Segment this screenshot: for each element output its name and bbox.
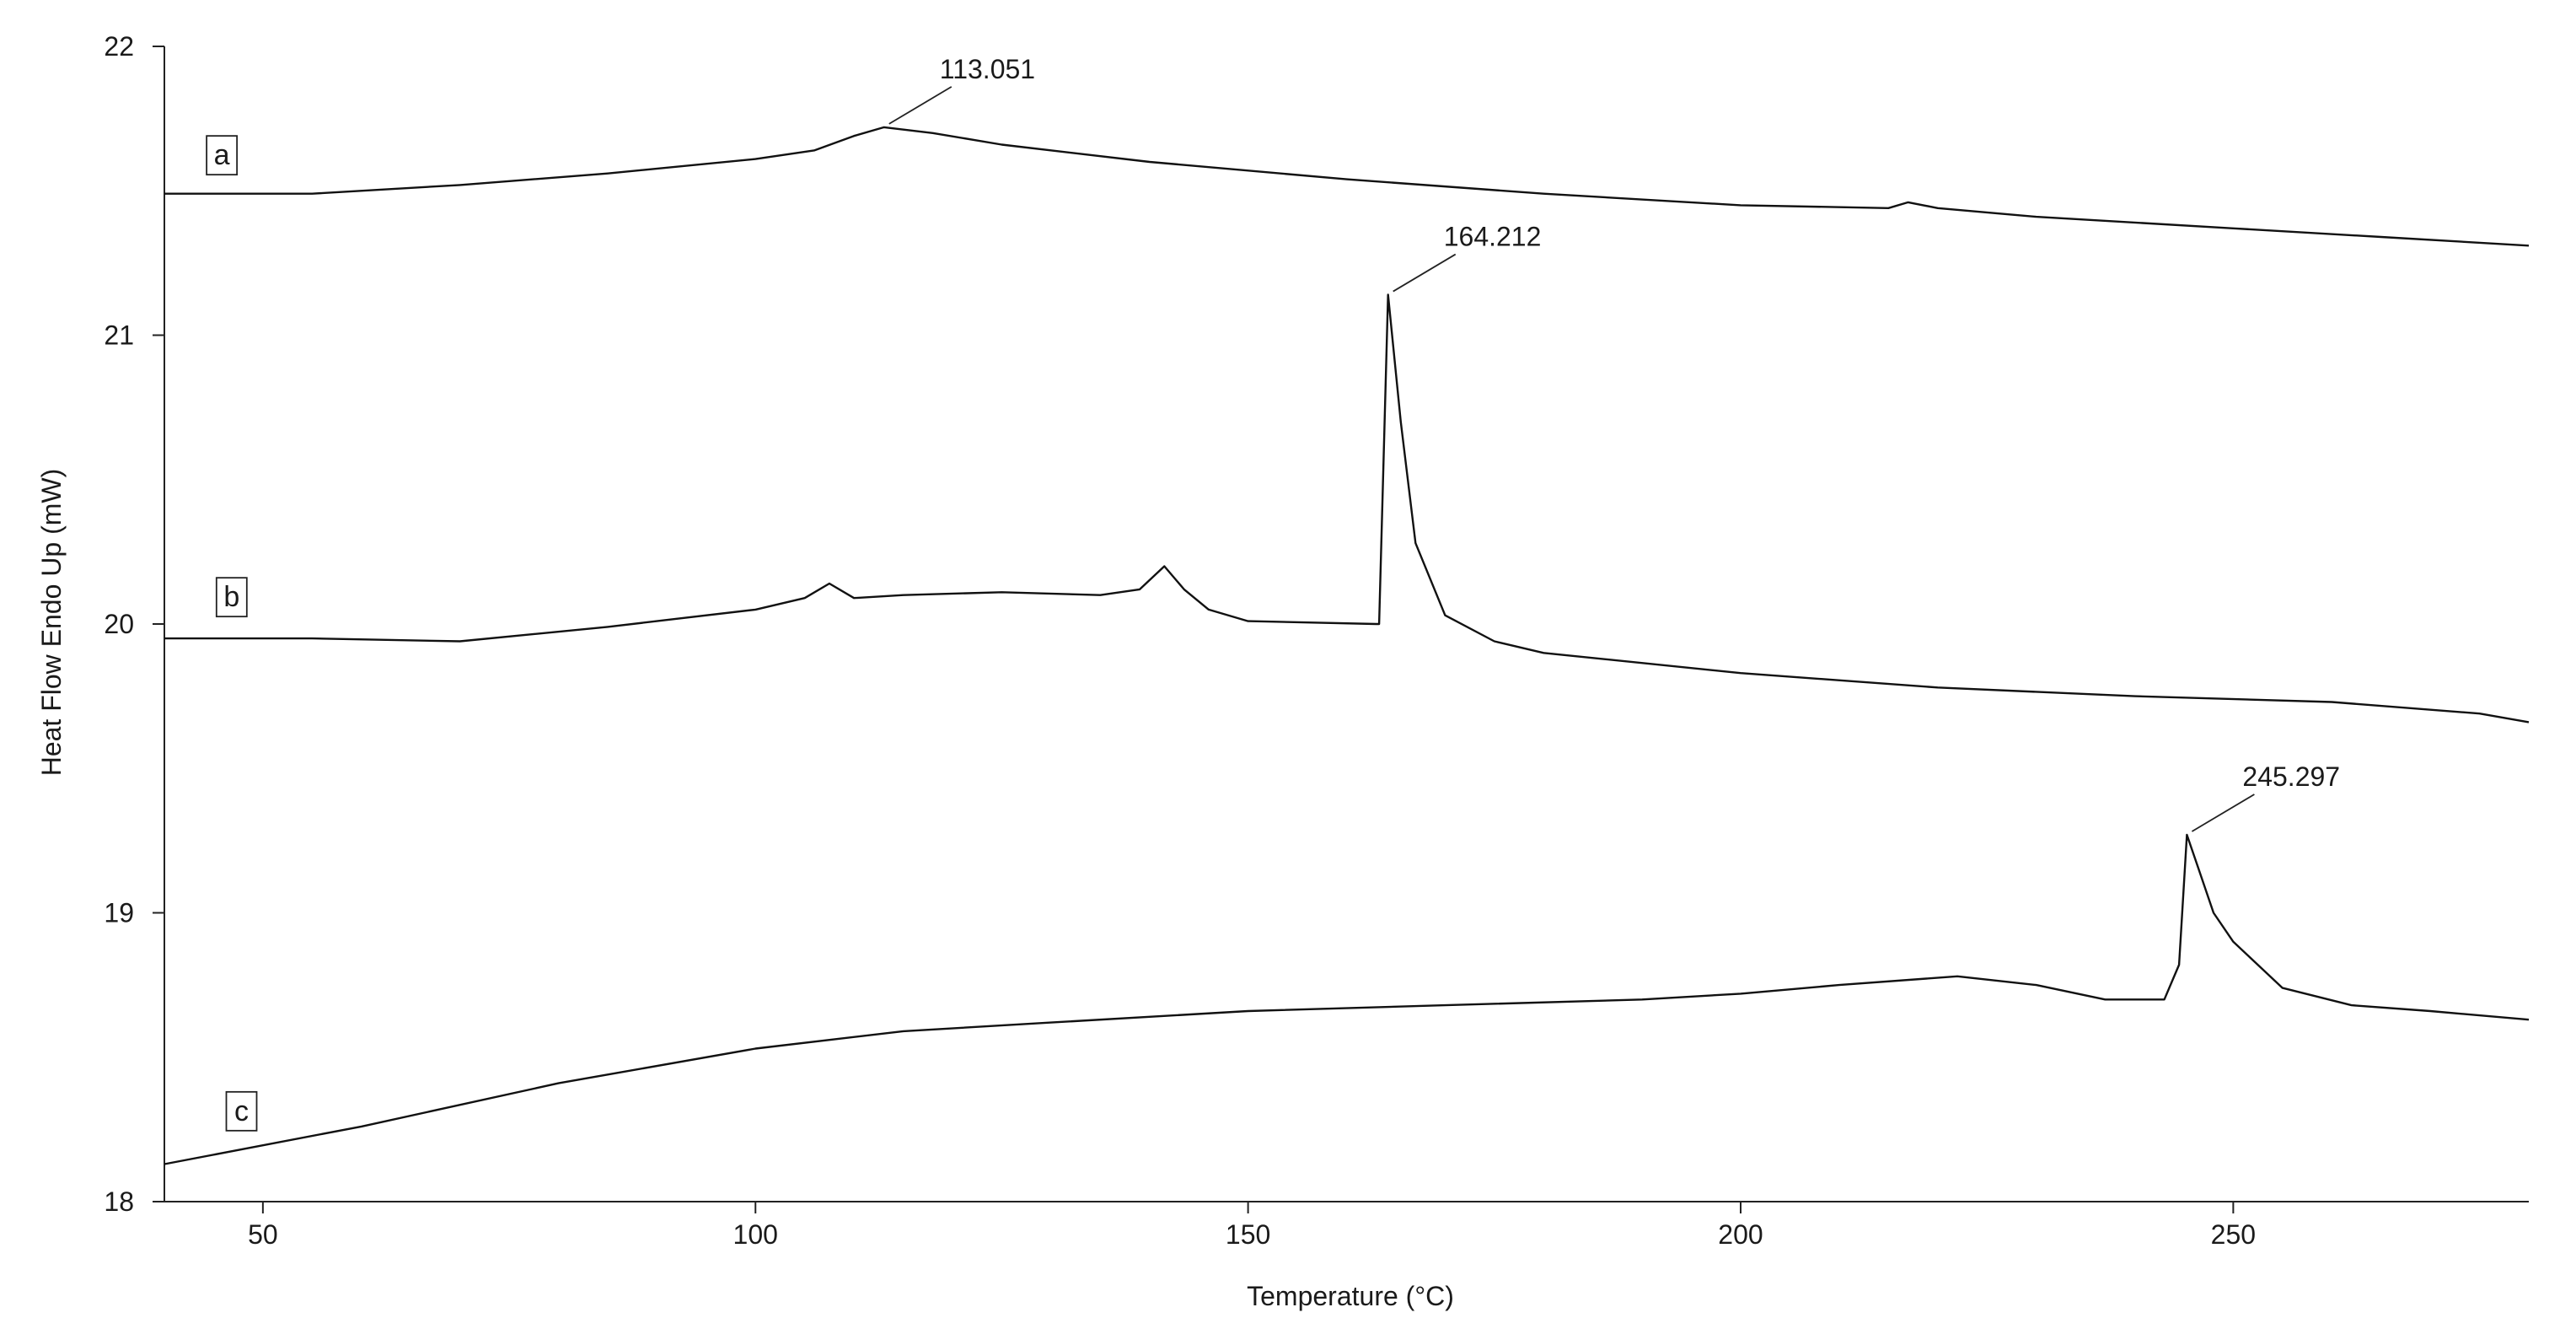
annotations: 113.051 164.212 245.297 a b c xyxy=(206,54,2340,1132)
series-label-box xyxy=(215,577,248,618)
peak-label: 164.212 xyxy=(1444,222,1542,252)
series-label-box xyxy=(225,1090,258,1132)
y-tick-label: 18 xyxy=(104,1186,134,1217)
series-label-box xyxy=(206,135,239,176)
x-tick-label: 150 xyxy=(1226,1219,1270,1250)
x-axis-title: Temperature (°C) xyxy=(1247,1281,1454,1311)
peak-leader-line xyxy=(1393,253,1457,293)
x-tick-label: 100 xyxy=(733,1219,778,1250)
series-label-c: c xyxy=(234,1095,249,1127)
x-tick-label: 250 xyxy=(2211,1219,2256,1250)
x-tick-label: 200 xyxy=(1718,1219,1763,1250)
series-label-a: a xyxy=(214,139,230,171)
peak-label: 113.051 xyxy=(940,54,1035,84)
y-tick-label: 22 xyxy=(104,31,134,62)
series-line-b xyxy=(164,293,2530,724)
axes: 50 100 150 200 250 18 19 20 21 22 xyxy=(104,31,2529,1250)
series-line-c xyxy=(164,833,2530,1165)
series-line-a xyxy=(164,126,2530,247)
y-axis-title: Heat Flow Endo Up (mW) xyxy=(36,469,67,777)
peak-leader-line xyxy=(888,86,953,125)
traces xyxy=(164,126,2530,1165)
x-tick-label: 50 xyxy=(248,1219,278,1250)
peak-leader-line xyxy=(2191,793,2255,832)
peak-label: 245.297 xyxy=(2242,761,2340,792)
y-tick-label: 19 xyxy=(104,898,134,928)
series-label-b: b xyxy=(223,581,239,613)
y-tick-label: 20 xyxy=(104,609,134,639)
y-tick-label: 21 xyxy=(104,320,134,351)
